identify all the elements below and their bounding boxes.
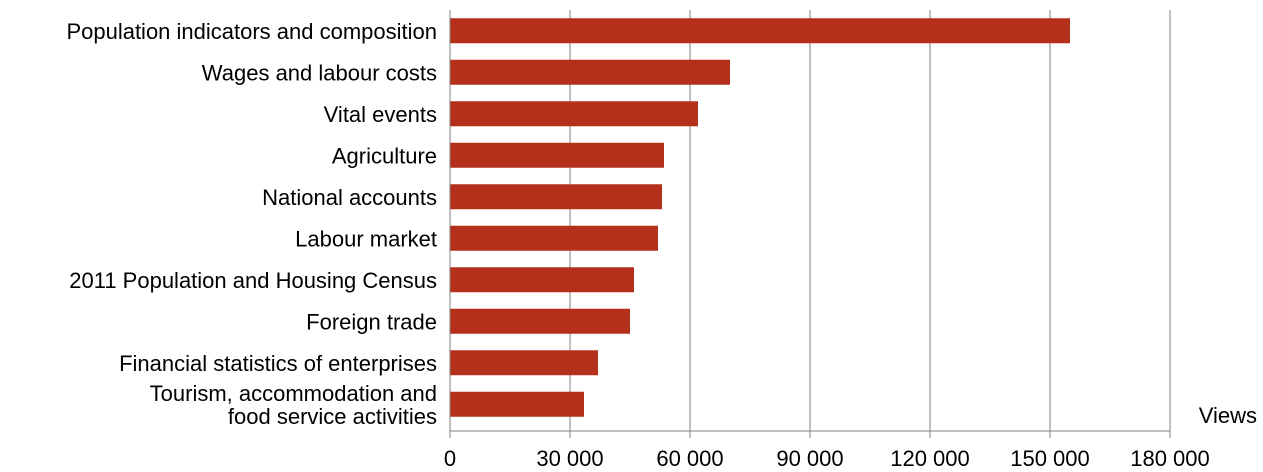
bar — [450, 391, 584, 417]
x-tick-label: 30 000 — [536, 446, 603, 471]
category-label: Tourism, accommodation and — [150, 381, 437, 406]
category-label: 2011 Population and Housing Census — [69, 268, 437, 293]
x-tick-label: 60 000 — [656, 446, 723, 471]
x-tick-label: 0 — [444, 446, 456, 471]
bar — [450, 59, 730, 85]
category-label: Agriculture — [332, 143, 437, 168]
x-tick-label: 150 000 — [1010, 446, 1090, 471]
category-label: Population indicators and composition — [66, 19, 437, 44]
x-tick-label: 90 000 — [776, 446, 843, 471]
bar — [450, 350, 598, 376]
category-label: Foreign trade — [306, 309, 437, 334]
x-tick-label: 180 000 — [1130, 446, 1210, 471]
x-tick-labels: 0 30 000 60 000 90 000 120 000 150 000 180 000 — [444, 446, 1210, 471]
category-label: Vital events — [324, 102, 437, 127]
bar — [450, 308, 630, 334]
bars — [450, 18, 1070, 417]
bar — [450, 18, 1070, 44]
category-label: Financial statistics of enterprises — [119, 351, 437, 376]
x-tick-label: 120 000 — [890, 446, 970, 471]
bar — [450, 225, 658, 251]
bar — [450, 142, 664, 168]
category-label: Wages and labour costs — [202, 60, 437, 85]
bar — [450, 267, 634, 293]
x-axis — [449, 10, 1171, 438]
bar — [450, 101, 698, 127]
category-labels: Population indicators and composition Wag… — [66, 19, 437, 429]
bar — [450, 184, 662, 210]
category-label: Labour market — [295, 226, 437, 251]
category-label: National accounts — [262, 185, 437, 210]
category-label: food service activities — [228, 404, 437, 429]
x-axis-unit-label: Views — [1199, 403, 1257, 428]
